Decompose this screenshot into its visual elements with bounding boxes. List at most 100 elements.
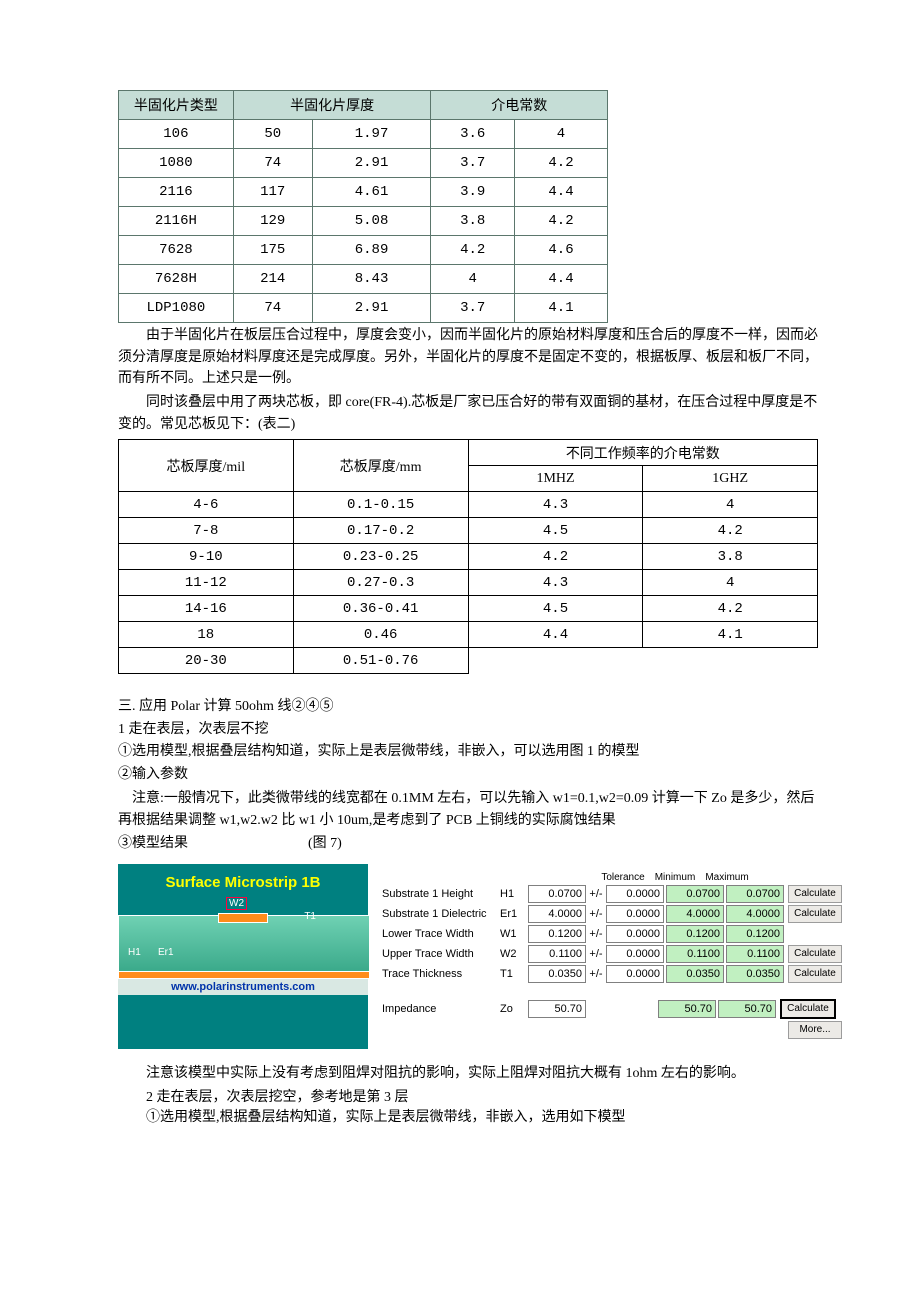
t1-cell: 4.6 (515, 236, 608, 265)
param-row-t1: Trace Thickness T1 0.0350 +/- 0.0000 0.0… (382, 965, 842, 983)
section3-line1: 1 走在表层，次表层不挖 (118, 719, 820, 741)
t2-cell: 0.27-0.3 (293, 570, 468, 596)
calculate-button[interactable]: Calculate (788, 905, 842, 923)
param-max: 0.1100 (726, 945, 784, 963)
t2-cell: 4 (643, 570, 818, 596)
impedance-sym: Zo (500, 1003, 528, 1015)
t1-cell: 5.08 (312, 207, 431, 236)
t1-cell: 4.4 (515, 178, 608, 207)
plus-minus-icon: +/- (586, 888, 606, 900)
t2-h-c: 不同工作频率的介电常数 (468, 440, 817, 466)
t1-cell: 2116 (119, 178, 234, 207)
param-input[interactable]: 0.0350 (528, 965, 586, 983)
param-label: Lower Trace Width (382, 928, 500, 940)
t1-cell: 4 (515, 120, 608, 149)
t2-cell: 4.2 (643, 596, 818, 622)
section3-line2: ①选用模型,根据叠层结构知道，实际上是表层微带线，非嵌入，可以选用图 1 的模型 (118, 741, 820, 763)
param-label: Upper Trace Width (382, 948, 500, 960)
param-sym: W1 (500, 928, 528, 940)
core-table: 芯板厚度/mil 芯板厚度/mm 不同工作频率的介电常数 1MHZ 1GHZ 4… (118, 439, 818, 674)
t2-cell: 20-30 (119, 648, 294, 674)
param-row-h1: Substrate 1 Height H1 0.0700 +/- 0.0000 … (382, 885, 842, 903)
param-max: 0.1200 (726, 925, 784, 943)
plus-minus-icon: +/- (586, 928, 606, 940)
t1-cell: 6.89 (312, 236, 431, 265)
param-input[interactable]: 4.0000 (528, 905, 586, 923)
annot-er1: Er1 (158, 947, 174, 958)
t1-cell: LDP1080 (119, 294, 234, 323)
param-tolerance[interactable]: 0.0000 (606, 925, 664, 943)
section3-line4: ③模型结果(图 7) (118, 833, 820, 855)
polar-panel: Surface Microstrip 1B W2 T1 H1 Er1 www.p… (118, 864, 818, 1049)
t1-cell: 1.97 (312, 120, 431, 149)
param-tolerance[interactable]: 0.0000 (606, 885, 664, 903)
t2-cell: 14-16 (119, 596, 294, 622)
paragraph-soldermask-note: 注意该模型中实际上没有考虑到阻焊对阻抗的影响，实际上阻焊对阻抗大概有 1ohm … (118, 1063, 820, 1085)
t1-cell: 1080 (119, 149, 234, 178)
t2-cell: 11-12 (119, 570, 294, 596)
t2-cell: 0.46 (293, 622, 468, 648)
t2-cell: 18 (119, 622, 294, 648)
calculate-button[interactable]: Calculate (788, 885, 842, 903)
t1-cell: 175 (233, 236, 312, 265)
calculate-impedance-button[interactable]: Calculate (780, 999, 836, 1019)
param-tolerance[interactable]: 0.0000 (606, 965, 664, 983)
t2-cell: 0.36-0.41 (293, 596, 468, 622)
t1-h3: 介电常数 (431, 91, 608, 120)
t1-cell: 4.4 (515, 265, 608, 294)
t1-cell: 7628 (119, 236, 234, 265)
t2-cell: 0.23-0.25 (293, 544, 468, 570)
t1-cell: 4.1 (515, 294, 608, 323)
param-tolerance[interactable]: 0.0000 (606, 945, 664, 963)
param-input[interactable]: 0.1200 (528, 925, 586, 943)
paragraph-prepreg-note: 由于半固化片在板层压合过程中，厚度会变小，因而半固化片的原始材料厚度和压合后的厚… (118, 325, 820, 390)
head-minimum: Minimum (650, 872, 700, 883)
annot-w2: W2 (226, 897, 247, 910)
plus-minus-icon: +/- (586, 968, 606, 980)
t1-cell: 4 (431, 265, 515, 294)
t1-cell: 2.91 (312, 294, 431, 323)
polar-model-title: Surface Microstrip 1B (118, 874, 368, 891)
section3-note: 注意:一般情况下，此类微带线的线宽都在 0.1MM 左右，可以先输入 w1=0.… (118, 788, 820, 831)
section3-line3: ②输入参数 (118, 764, 820, 786)
t2-cell: 4.3 (468, 492, 643, 518)
t2-h-c1: 1MHZ (468, 466, 643, 492)
param-min: 0.1200 (666, 925, 724, 943)
t1-h2: 半固化片厚度 (233, 91, 431, 120)
t1-cell: 74 (233, 294, 312, 323)
t1-cell: 4.2 (515, 207, 608, 236)
plus-minus-icon: +/- (586, 908, 606, 920)
param-input[interactable]: 0.0700 (528, 885, 586, 903)
t2-empty (468, 648, 643, 674)
t1-cell: 74 (233, 149, 312, 178)
param-input[interactable]: 0.1100 (528, 945, 586, 963)
head-maximum: Maximum (702, 872, 752, 883)
param-label: Substrate 1 Height (382, 888, 500, 900)
param-tolerance[interactable]: 0.0000 (606, 905, 664, 923)
more-button[interactable]: More... (788, 1021, 842, 1039)
t1-cell: 3.9 (431, 178, 515, 207)
t2-cell: 4.1 (643, 622, 818, 648)
polar-url: www.polarinstruments.com (118, 979, 368, 995)
t1-cell: 4.2 (515, 149, 608, 178)
ground-plane-shape (118, 971, 370, 979)
t2-cell: 4.5 (468, 518, 643, 544)
head-tolerance: Tolerance (598, 872, 648, 883)
t1-cell: 50 (233, 120, 312, 149)
t2-cell: 3.8 (643, 544, 818, 570)
t1-cell: 7628H (119, 265, 234, 294)
t2-cell: 7-8 (119, 518, 294, 544)
param-max: 0.0700 (726, 885, 784, 903)
annot-t1: T1 (304, 911, 316, 922)
calculate-button[interactable]: Calculate (788, 945, 842, 963)
impedance-row: Impedance Zo 50.70 50.70 50.70 Calculate (382, 999, 842, 1019)
param-max: 4.0000 (726, 905, 784, 923)
impedance-value: 50.70 (528, 1000, 586, 1018)
prepreg-table: 半固化片类型 半固化片厚度 介电常数 106501.973.64 1080742… (118, 90, 608, 323)
param-row-w2: Upper Trace Width W2 0.1100 +/- 0.0000 0… (382, 945, 842, 963)
t1-cell: 8.43 (312, 265, 431, 294)
calculate-button[interactable]: Calculate (788, 965, 842, 983)
t1-cell: 4.2 (431, 236, 515, 265)
section3-title: 三. 应用 Polar 计算 50ohm 线②④⑤ (118, 696, 820, 718)
t2-cell: 0.51-0.76 (293, 648, 468, 674)
